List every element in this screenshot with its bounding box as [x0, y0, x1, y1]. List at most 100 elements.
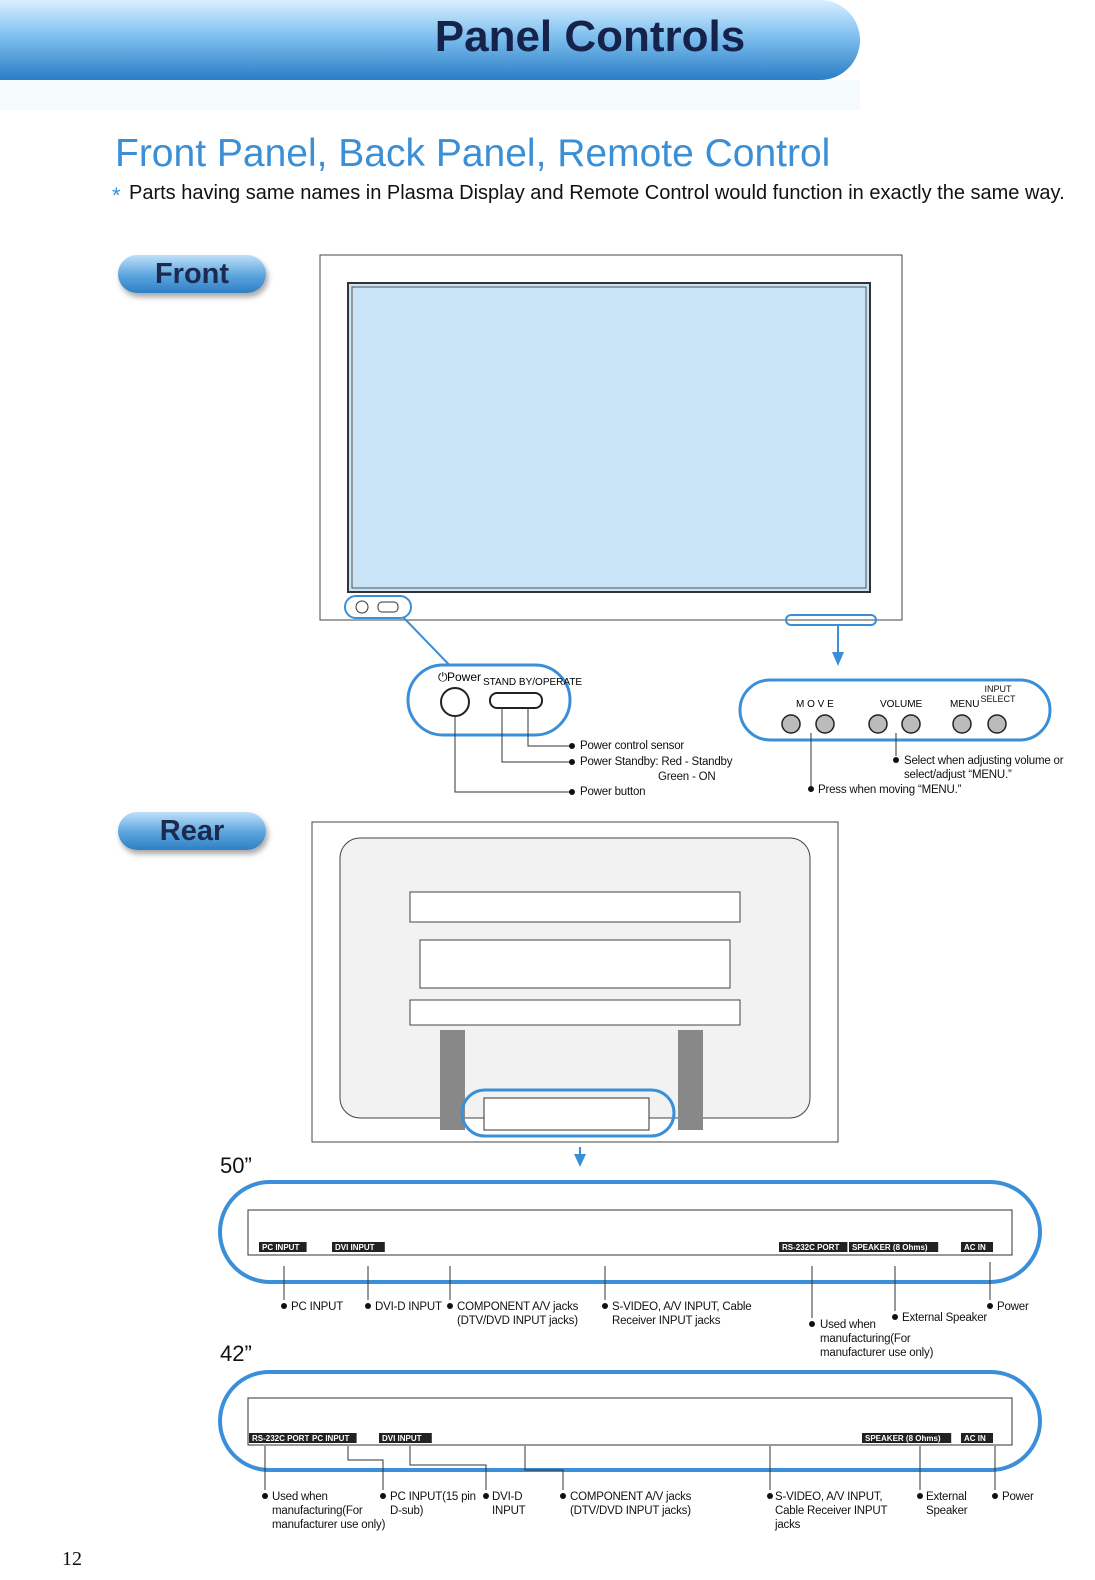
bullet [569, 789, 575, 795]
note-marker: * [112, 183, 121, 208]
callout: DVI-D INPUT [492, 1491, 526, 1517]
page-number: 12 [62, 1548, 82, 1570]
label-box: INPUT SELECT [980, 684, 1016, 704]
bullet [483, 1493, 489, 1499]
arrowhead [574, 1154, 586, 1167]
size-label: 50” [220, 1153, 252, 1178]
callout: DVI-D INPUT [375, 1301, 442, 1313]
button [868, 714, 888, 734]
page-title: Panel Controls [434, 12, 746, 61]
label-bg [249, 1433, 318, 1443]
sensor [355, 600, 369, 614]
size-label: 42” [220, 1341, 252, 1366]
label-bg [332, 1242, 385, 1252]
label-bg [259, 1242, 307, 1252]
button [987, 714, 1007, 734]
button [781, 714, 801, 734]
panel-label: RS-232C PORT [782, 1243, 839, 1252]
callout: Power [997, 1301, 1029, 1313]
control-label: INPUT SELECT [980, 684, 1016, 704]
panel-label: PC INPUT [312, 1434, 349, 1443]
rear-label: Rear [118, 812, 266, 850]
bullet [808, 786, 814, 792]
callout: PC INPUT [291, 1301, 344, 1313]
panel-label: DVI INPUT [382, 1434, 422, 1443]
header-bar [0, 0, 860, 80]
bullet [893, 757, 899, 763]
bullet [809, 1321, 815, 1327]
standby-button [489, 692, 543, 709]
button [952, 714, 972, 734]
bullet [262, 1493, 268, 1499]
control-label: M O V E [796, 699, 834, 710]
section-title: Front Panel, Back Panel, Remote Control [115, 132, 831, 175]
bullet [767, 1493, 773, 1499]
rear-panel [419, 939, 731, 989]
jack-area [483, 1097, 650, 1131]
rear-panel [409, 891, 741, 923]
label-bg [862, 1433, 952, 1443]
callout: Power Standby: Red - Standby [580, 756, 733, 768]
control-label: Power [447, 670, 481, 684]
callout: External Speaker [902, 1312, 988, 1324]
callout: Used when manufacturing(For manufacturer… [820, 1319, 934, 1359]
note: Parts having same names in Plasma Displa… [129, 182, 1065, 204]
callout: PC INPUT(15 pin D-sub) [390, 1491, 476, 1517]
label-bg [779, 1242, 848, 1252]
header-shadow [0, 80, 860, 110]
button [815, 714, 835, 734]
leader-lines [264, 1262, 996, 1490]
panel-label: RS-232C PORT [252, 1434, 309, 1443]
power-symbol: ⏻ [438, 670, 448, 684]
panel-label: SPEAKER (8 Ohms) [865, 1434, 941, 1443]
control-label: STAND BY/OPERATE [483, 677, 582, 688]
callout: External Speaker [926, 1491, 968, 1517]
highlight [785, 614, 877, 626]
highlight [460, 1088, 676, 1138]
label-bg [961, 1242, 993, 1252]
tv-screen [347, 282, 871, 593]
control-label: VOLUME [880, 699, 923, 710]
label-bg [379, 1433, 432, 1443]
control-label: MENU [950, 699, 979, 710]
power-button [440, 687, 470, 717]
label-bg [961, 1433, 993, 1443]
label-bg [849, 1242, 939, 1252]
bullet [892, 1314, 898, 1320]
bullet [560, 1493, 566, 1499]
bullet [602, 1303, 608, 1309]
panel-label: SPEAKER (8 Ohms) [852, 1243, 928, 1252]
bullet [569, 759, 575, 765]
bullet [917, 1493, 923, 1499]
rear-panel [409, 999, 741, 1026]
leader-lines [454, 708, 897, 793]
callout: Power [1002, 1491, 1034, 1503]
panel-label: PC INPUT [262, 1243, 299, 1252]
tv-screen-inner [351, 286, 867, 589]
panel-label: AC IN [964, 1243, 986, 1252]
callout: Select when adjusting volume or select/a… [904, 755, 1064, 781]
stand-bracket [678, 1030, 703, 1130]
callout: COMPONENT A/V jacks (DTV/DVD INPUT jacks… [570, 1491, 692, 1517]
callout: S-VIDEO, A/V INPUT, Cable Receiver INPUT… [775, 1491, 888, 1531]
bullet [987, 1303, 993, 1309]
label-bg [309, 1433, 357, 1443]
arrowhead [832, 652, 844, 666]
bullet [992, 1493, 998, 1499]
bullet [365, 1303, 371, 1309]
callout: COMPONENT A/V jacks (DTV/DVD INPUT jacks… [457, 1301, 579, 1327]
bullet [281, 1303, 287, 1309]
callout: Press when moving “MENU.” [818, 784, 962, 796]
buttons [781, 714, 1007, 734]
callout: S-VIDEO, A/V INPUT, Cable Receiver INPUT… [612, 1301, 752, 1327]
button [901, 714, 921, 734]
standby [377, 601, 399, 613]
panel-label: AC IN [964, 1434, 986, 1443]
bullet [447, 1303, 453, 1309]
callout: Used when manufacturing(For manufacturer… [272, 1491, 386, 1531]
jack-panel-42 [247, 1397, 1013, 1446]
front-label: Front [118, 255, 266, 293]
